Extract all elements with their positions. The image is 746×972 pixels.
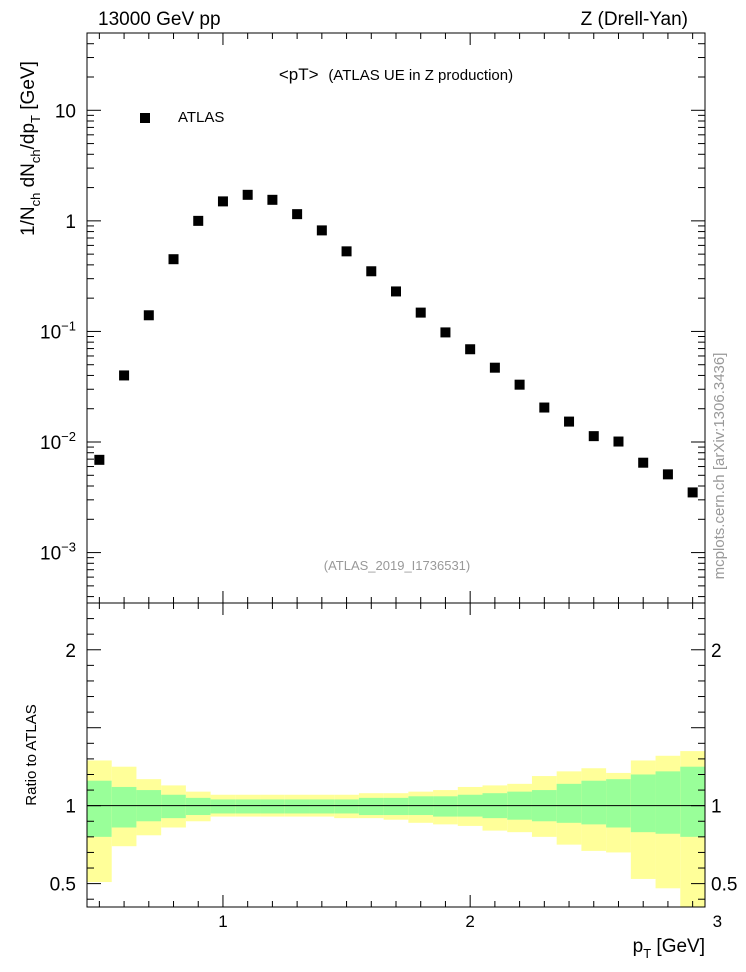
legend-label: ATLAS <box>178 109 224 126</box>
inner-band-bin <box>606 779 631 828</box>
legend-marker <box>140 113 150 123</box>
data-point <box>588 431 599 442</box>
x-tick-label: 2 <box>465 912 474 931</box>
data-point <box>465 344 476 355</box>
ratio-y-tick-label-left: 1 <box>65 797 76 818</box>
data-point <box>143 310 154 321</box>
y-tick-label: 10−2 <box>40 429 76 454</box>
x-tick-label: 1 <box>218 912 227 931</box>
inner-band-bin <box>655 771 681 834</box>
ratio-y-tick-label-right: 2 <box>711 641 722 662</box>
data-point <box>267 194 278 205</box>
y-tick-label: 10−1 <box>40 318 76 343</box>
data-point <box>217 196 228 207</box>
ratio-y-tick-label-right: 0.5 <box>711 875 737 896</box>
data-point <box>489 362 500 373</box>
data-point <box>94 454 105 465</box>
data-point <box>638 457 649 468</box>
watermark: (ATLAS_2019_I1736531) <box>324 558 470 573</box>
data-point <box>242 189 253 200</box>
inner-band-bin <box>161 794 186 819</box>
inner-band-bin <box>87 780 112 837</box>
inner-band-bin <box>334 799 359 814</box>
inner-band-bin <box>630 774 656 833</box>
inner-band-bin <box>309 799 335 814</box>
inner-band-bin <box>556 783 582 823</box>
inner-band-bin <box>433 796 458 817</box>
ratio-y-axis-label: Ratio to ATLAS <box>23 704 40 805</box>
data-point <box>415 307 426 318</box>
inner-band-bin <box>383 797 409 816</box>
inner-band-bin <box>680 766 705 837</box>
data-point <box>193 215 204 226</box>
data-point <box>539 402 550 413</box>
inner-band-bin <box>284 799 310 814</box>
legend: ATLAS <box>140 109 224 126</box>
chart-title: <pT> (ATLAS UE in Z production) <box>279 65 513 84</box>
data-point <box>564 416 575 427</box>
ratio-y-tick-label-right: 1 <box>711 797 722 818</box>
ratio-y-tick-label-left: 0.5 <box>50 875 76 896</box>
chart-title-main: <pT> <box>279 65 319 84</box>
data-point <box>687 487 698 498</box>
x-axis-label: pT [GeV] <box>633 936 705 961</box>
inner-band-bin <box>358 797 384 816</box>
data-point <box>119 370 130 381</box>
inner-band-bin <box>260 799 285 814</box>
data-point <box>391 286 401 297</box>
inner-band-bin <box>581 780 607 825</box>
data-point <box>440 327 451 338</box>
y-tick-label: 10 <box>55 101 76 122</box>
side-credit: mcplots.cern.ch [arXiv:1306.3436] <box>711 353 728 580</box>
data-point <box>292 209 303 220</box>
data-point <box>514 379 525 390</box>
ratio-panel: 1 2 3 2 2 1 1 0.5 0.5 <box>50 33 737 931</box>
data-point <box>613 436 624 447</box>
inner-band-bin <box>210 799 236 814</box>
data-point <box>316 225 327 236</box>
y-tick-label: 1 <box>65 212 76 233</box>
data-point <box>662 469 673 480</box>
y-tick-label: 10−3 <box>40 540 76 565</box>
inner-band-bin <box>111 786 137 828</box>
top-panel: 10 1 10−1 10−2 10−3 <box>40 32 706 604</box>
chart-title-sub: (ATLAS UE in Z production) <box>328 67 513 84</box>
header-left: 13000 GeV pp <box>98 9 221 30</box>
top-y-axis-label: 1/Nch dNch/dpT [GeV] <box>18 61 43 236</box>
header-right: Z (Drell-Yan) <box>581 9 688 30</box>
x-tick-label: 3 <box>713 912 722 931</box>
data-point <box>366 266 377 277</box>
ratio-frame <box>86 602 706 908</box>
inner-band-bin <box>235 799 261 814</box>
inner-band-bin <box>185 797 211 816</box>
data-point <box>341 246 352 257</box>
ratio-y-tick-label-left: 2 <box>65 641 76 662</box>
data-point <box>168 254 179 265</box>
